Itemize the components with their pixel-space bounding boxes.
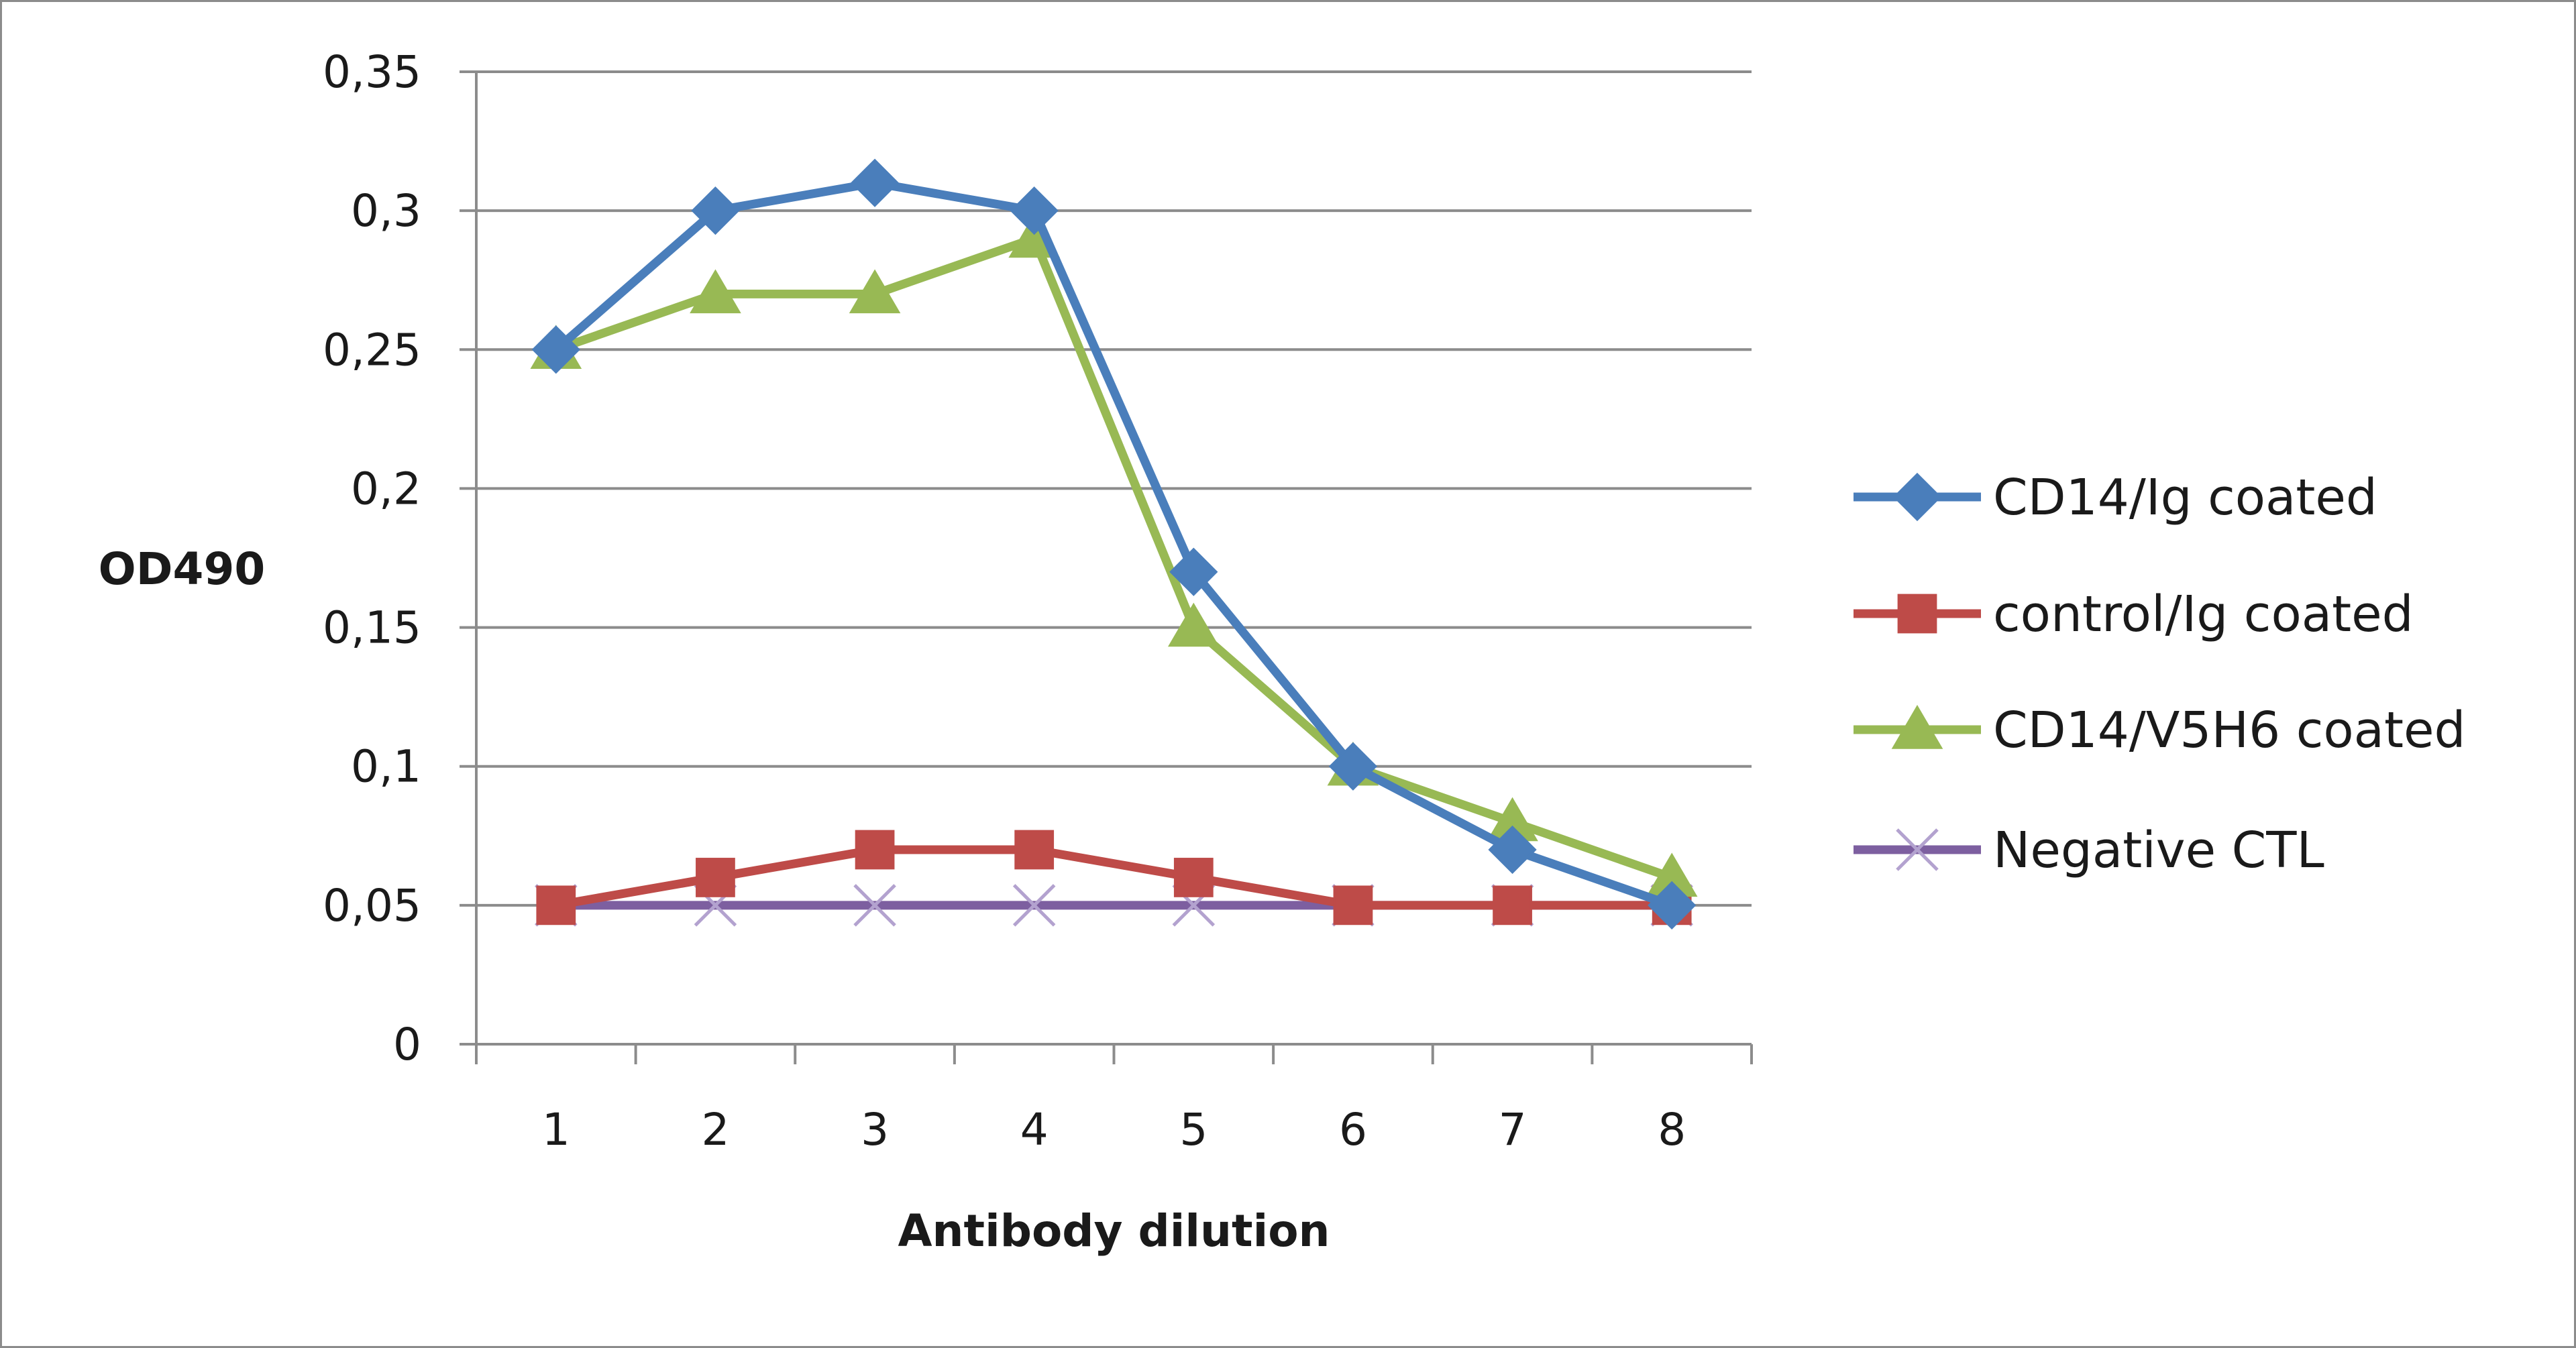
y-tick-label: 0,15	[323, 602, 421, 654]
series-line	[551, 178, 1676, 910]
legend-entry: control/Ig coated	[1854, 585, 2414, 643]
marker-diamond	[691, 186, 740, 235]
marker-diamond	[1010, 186, 1059, 235]
marker-square	[696, 858, 735, 897]
y-axis-title: OD490	[99, 543, 266, 595]
y-tick-label: 0,05	[323, 880, 421, 932]
x-tick-label: 1	[542, 1104, 570, 1156]
marker-diamond	[1488, 825, 1537, 875]
marker-diamond	[1169, 547, 1218, 596]
legend-entry: CD14/V5H6 coated	[1854, 701, 2466, 759]
legend-entry: CD14/Ig coated	[1854, 469, 2377, 526]
tick-labels: 0 0,05 0,1 0,15 0,2 0,25 0,3 0,35 1 2 3 4 5 6 7 8	[323, 46, 1686, 1156]
x-tick-label: 4	[1020, 1104, 1049, 1156]
legend: CD14/Ig coated control/Ig coated CD14/V5H6…	[1854, 469, 2466, 879]
gridlines	[476, 70, 1752, 907]
marker-diamond	[1328, 742, 1378, 791]
y-tick-label: 0,2	[351, 463, 421, 514]
marker-x	[1896, 828, 1939, 871]
y-tick-label: 0	[393, 1019, 421, 1070]
x-tick-label: 6	[1339, 1104, 1367, 1156]
series-cd14-ig-coated	[531, 158, 1697, 930]
marker-triangle	[1891, 705, 1943, 749]
marker-square	[1493, 885, 1532, 925]
series-lines	[530, 158, 1698, 930]
marker-square	[536, 885, 576, 925]
y-tick-label: 0,25	[323, 324, 421, 376]
marker-x-stroke	[1896, 828, 1939, 871]
marker-diamond	[850, 158, 900, 207]
series-line	[551, 234, 1676, 882]
marker-triangle	[690, 269, 741, 314]
marker-square	[1173, 858, 1214, 897]
legend-label: Negative CTL	[1993, 822, 2324, 879]
series-line	[551, 845, 1676, 910]
x-tick-label: 2	[701, 1104, 729, 1156]
x-tick-label: 5	[1179, 1104, 1208, 1156]
marker-square	[855, 830, 895, 870]
marker-x	[853, 884, 896, 927]
x-tick-label: 8	[1658, 1104, 1686, 1156]
marker-x-stroke	[853, 884, 896, 927]
legend-label: control/Ig coated	[1993, 585, 2414, 643]
series-cd14-v5h6-coated	[530, 213, 1698, 897]
marker-square	[1897, 594, 1937, 634]
axes	[460, 70, 1753, 1064]
marker-x-stroke	[1012, 884, 1056, 927]
legend-entry: Negative CTL	[1854, 822, 2324, 879]
legend-label: CD14/V5H6 coated	[1993, 701, 2466, 759]
x-tick-label: 3	[861, 1104, 889, 1156]
y-tick-label: 0,35	[323, 46, 421, 98]
x-axis-title: Antibody dilution	[898, 1205, 1330, 1257]
marker-diamond	[1892, 472, 1942, 522]
marker-triangle	[849, 269, 901, 314]
marker-diamond	[1648, 881, 1697, 930]
marker-square	[1014, 830, 1055, 870]
legend-label: CD14/Ig coated	[1993, 469, 2377, 526]
x-tick-label: 7	[1499, 1104, 1527, 1156]
marker-diamond	[531, 325, 580, 374]
y-tick-label: 0,3	[351, 185, 421, 237]
marker-triangle	[1168, 602, 1220, 647]
marker-square	[1333, 885, 1373, 925]
marker-x	[1012, 884, 1056, 927]
y-tick-label: 0,1	[351, 741, 421, 793]
